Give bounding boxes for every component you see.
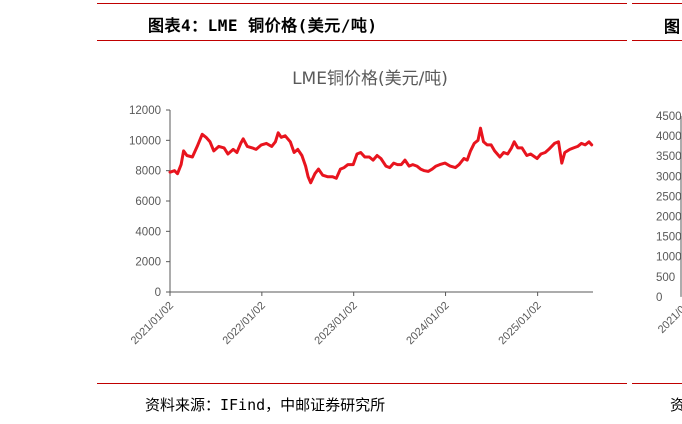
right-y-tick-label: 1000: [656, 252, 682, 264]
y-tick-label: 0: [155, 287, 161, 299]
source-note: 资料来源：IFind，中邮证券研究所: [145, 396, 386, 414]
y-tick-label: 2000: [135, 257, 161, 269]
right-y-tick-label: 1500: [656, 232, 682, 244]
caption-top-rule: [97, 3, 627, 4]
right-y-tick-label: 2000: [656, 212, 682, 224]
x-tick-label: 2022/01/02: [221, 300, 268, 347]
caption-bottom-rule: [97, 40, 627, 41]
x-tick-label: 2021/01/02: [129, 300, 176, 347]
right-source-rule: [632, 383, 682, 384]
y-tick-label: 12000: [129, 105, 161, 117]
figure-caption: 图表4：LME 铜价格(美元/吨): [148, 16, 378, 35]
right-y-tick-label: 4000: [656, 131, 682, 143]
x-tick-label: 2023/01/02: [312, 300, 359, 347]
y-tick-label: 6000: [135, 196, 161, 208]
y-tick-label: 10000: [129, 135, 161, 147]
y-tick-label: 8000: [135, 166, 161, 178]
source-rule: [97, 383, 627, 384]
right-y-tick-label: 3500: [656, 151, 682, 163]
y-tick-label: 4000: [135, 226, 161, 238]
right-y-tick-label: 2500: [656, 191, 682, 203]
right-caption-bottom-rule: [632, 40, 682, 41]
right-x-tick-label: 2021/0: [656, 304, 682, 336]
right-y-tick-label: 0: [656, 292, 662, 304]
right-source-fragment: 资: [670, 396, 682, 414]
x-tick-label: 2024/01/02: [404, 300, 451, 347]
right-y-tick-label: 500: [656, 272, 675, 284]
right-y-tick-label: 4500: [656, 111, 682, 123]
right-caption-top-rule: [632, 3, 682, 4]
right-caption-fragment: 图: [664, 17, 681, 36]
chart-title: LME铜价格(美元/吨): [292, 69, 448, 89]
right-y-tick-label: 3000: [656, 171, 682, 183]
x-tick-label: 2025/01/02: [496, 300, 543, 347]
copper-price-line: [168, 126, 594, 185]
